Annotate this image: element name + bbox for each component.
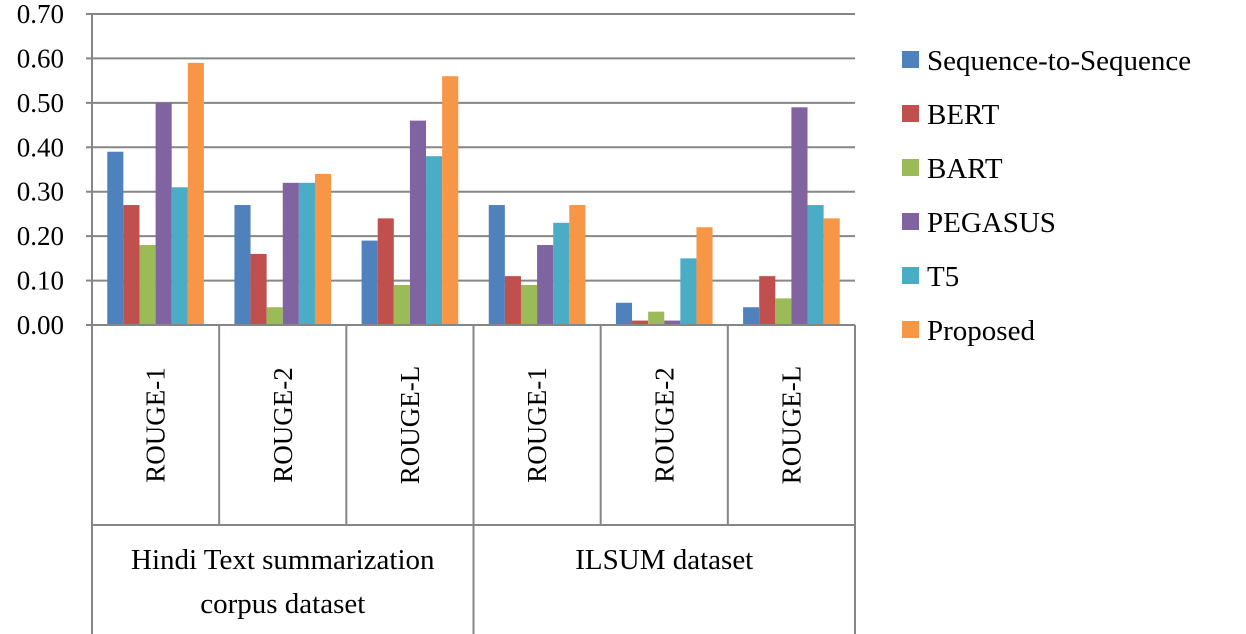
legend-swatch [902,105,919,122]
bar [187,62,204,325]
y-tick-label: 0.10 [17,266,64,296]
y-tick-label: 0.30 [17,177,64,207]
bar [123,205,140,325]
bar [314,173,332,325]
bar [775,298,792,325]
gridlines [92,13,855,282]
bar [171,187,188,325]
legend-swatch [902,267,919,284]
bar [155,102,172,325]
legend: Sequence-to-Sequence BERT BART PEGASUS T5 Pro… [902,45,1191,347]
bar [234,205,251,325]
bar [409,120,427,325]
bar [680,258,697,325]
category-label: ROUGE-L [395,366,425,484]
bar [107,151,124,325]
bar [442,76,459,325]
category-label: ROUGE-1 [522,367,552,483]
x-axis-category-labels: ROUGE-1 ROUGE-2 ROUGE-L ROUGE-1 ROUGE-2 ROUGE… [141,366,807,484]
legend-label: PEGASUS [927,207,1056,239]
group-label: corpus dataset [200,588,365,620]
bar [250,253,267,325]
bar [504,276,521,325]
legend-swatch [902,159,919,176]
bar [537,245,554,325]
group-label: ILSUM dataset [575,544,753,576]
y-tick-label: 0.50 [17,88,64,118]
bar [139,245,156,325]
category-label: ROUGE-2 [649,367,679,483]
group-label: Hindi Text summarization [131,544,435,576]
x-axis-group-labels: Hindi Text summarization corpus dataset IL… [131,544,753,620]
bar [696,227,713,325]
legend-label: BERT [927,99,1000,131]
bar [298,182,315,325]
y-tick-label: 0.40 [17,132,64,162]
axes [86,13,856,634]
bar [664,320,681,325]
bar [520,285,538,325]
bar [553,222,570,325]
bar [807,205,824,325]
category-label: ROUGE-2 [268,367,298,483]
bar [393,285,410,325]
y-tick-label: 0.20 [17,221,64,251]
bar [632,320,649,325]
legend-swatch [902,51,919,68]
bar [823,218,840,325]
bar [615,302,633,325]
bar [426,156,443,325]
bar [648,311,665,325]
category-label: ROUGE-1 [141,367,171,483]
category-label: ROUGE-L [776,366,806,484]
bar [488,205,505,325]
bar [759,276,776,325]
bar [266,307,283,325]
legend-swatch [902,213,919,230]
bar [282,182,299,325]
legend-label: Proposed [927,315,1035,347]
legend-label: BART [927,153,1003,185]
legend-label: Sequence-to-Sequence [927,45,1191,77]
bar [377,218,394,325]
y-tick-label: 0.60 [17,43,64,73]
y-axis-tick-labels: 0.00 0.10 0.20 0.30 0.40 0.50 0.60 0.70 [17,0,64,340]
legend-label: T5 [927,261,959,293]
y-tick-label: 0.00 [17,310,64,340]
bar [361,240,378,325]
bar [743,307,760,325]
y-tick-label: 0.70 [17,0,64,29]
bar [569,205,586,325]
bar [791,107,808,325]
bars [107,62,840,325]
legend-swatch [902,321,919,338]
